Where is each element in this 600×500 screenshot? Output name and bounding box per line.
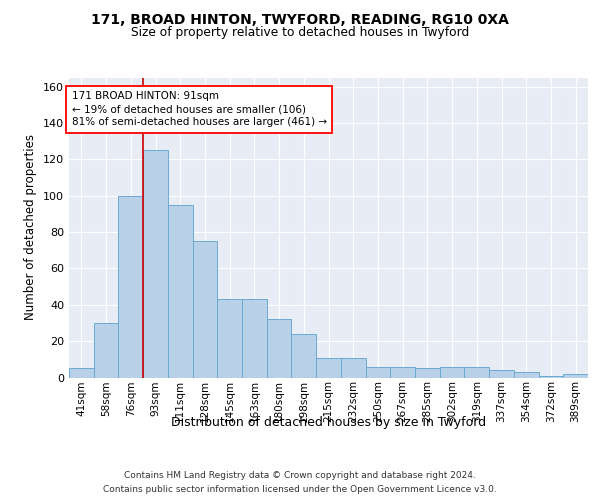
Bar [94,323,118,378]
Bar [316,358,341,378]
Bar [464,366,489,378]
Y-axis label: Number of detached properties: Number of detached properties [25,134,37,320]
Text: 171, BROAD HINTON, TWYFORD, READING, RG10 0XA: 171, BROAD HINTON, TWYFORD, READING, RG1… [91,12,509,26]
Bar [242,300,267,378]
Bar [415,368,440,378]
Bar [390,366,415,378]
Bar [539,376,563,378]
Text: Contains public sector information licensed under the Open Government Licence v3: Contains public sector information licen… [103,484,497,494]
Bar [217,300,242,378]
Bar [365,366,390,378]
Bar [440,366,464,378]
Bar [143,150,168,378]
Bar [514,372,539,378]
Bar [341,358,365,378]
Bar [292,334,316,378]
Bar [563,374,588,378]
Text: Size of property relative to detached houses in Twyford: Size of property relative to detached ho… [131,26,469,39]
Bar [168,205,193,378]
Text: 171 BROAD HINTON: 91sqm
← 19% of detached houses are smaller (106)
81% of semi-d: 171 BROAD HINTON: 91sqm ← 19% of detache… [71,91,327,128]
Text: Contains HM Land Registry data © Crown copyright and database right 2024.: Contains HM Land Registry data © Crown c… [124,472,476,480]
Text: Distribution of detached houses by size in Twyford: Distribution of detached houses by size … [171,416,487,429]
Bar [69,368,94,378]
Bar [118,196,143,378]
Bar [489,370,514,378]
Bar [267,320,292,378]
Bar [193,241,217,378]
